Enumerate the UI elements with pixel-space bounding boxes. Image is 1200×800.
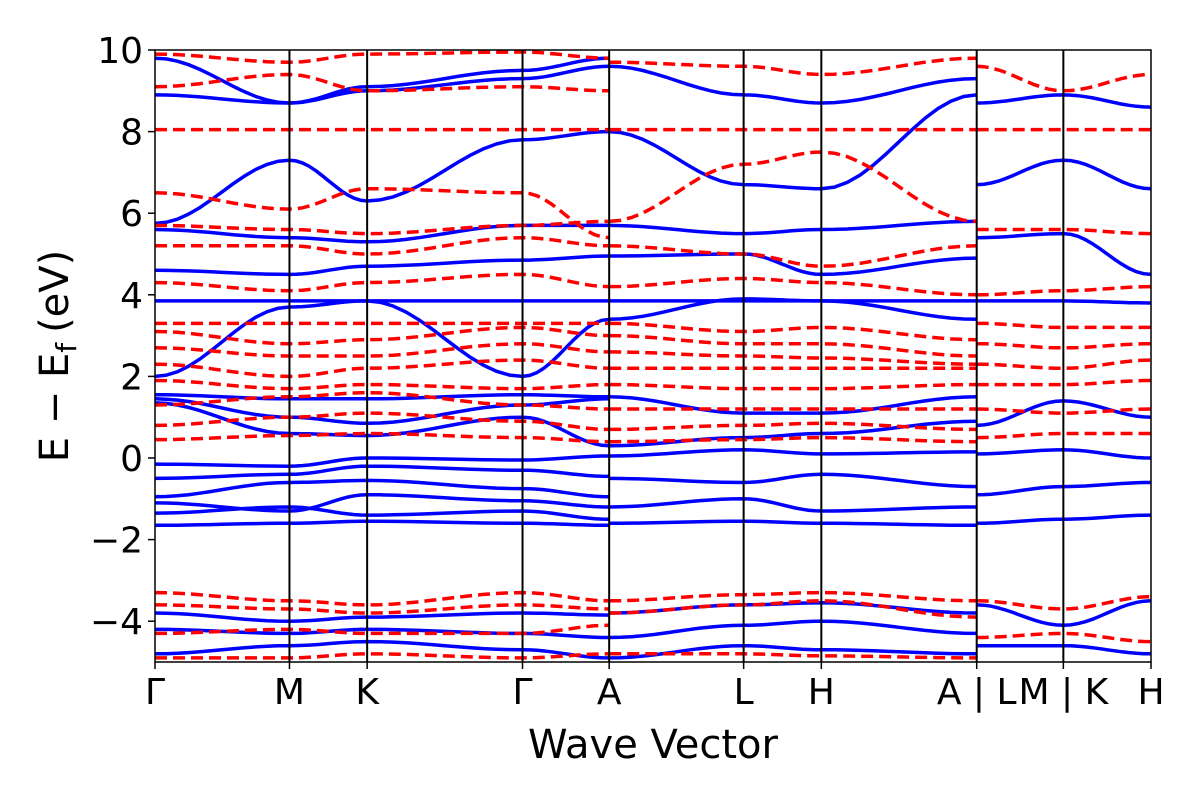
- band-line: [609, 619, 977, 640]
- y-axis-label-main: E − E: [32, 353, 78, 463]
- band-line: [155, 623, 610, 636]
- band-line: [609, 382, 977, 391]
- band-line: [155, 390, 610, 411]
- x-tick-label: A | L: [937, 672, 1017, 713]
- band-line: [155, 342, 610, 358]
- y-tick-label: 2: [120, 357, 143, 398]
- band-line: [609, 93, 977, 191]
- band-line: [155, 378, 610, 391]
- band-line: [155, 411, 610, 432]
- band-line: [609, 590, 977, 603]
- band-line: [609, 421, 977, 432]
- band-line: [609, 276, 977, 297]
- band-line: [609, 435, 977, 444]
- band-line: [609, 219, 977, 236]
- y-tick-label: −4: [90, 602, 143, 643]
- x-tick-label: A: [597, 672, 622, 713]
- band-line: [155, 129, 610, 226]
- band-line: [609, 64, 977, 105]
- band-line: [155, 590, 610, 607]
- kpoint-lines: [288, 50, 1065, 662]
- x-tick-label: K: [355, 672, 380, 713]
- band-line: [609, 333, 977, 358]
- band-line: [609, 150, 977, 224]
- band-line: [155, 652, 610, 660]
- x-tick-label: Γ: [145, 672, 165, 713]
- band-line: [976, 284, 1151, 297]
- band-line: [155, 431, 610, 444]
- band-line: [155, 492, 610, 513]
- band-line: [155, 254, 610, 277]
- band-line: [155, 56, 610, 105]
- band-line: [609, 395, 977, 415]
- band-line: [609, 472, 977, 489]
- y-tick-label: 0: [120, 439, 143, 480]
- band-line: [976, 407, 1151, 415]
- band-line: [155, 519, 610, 528]
- band-line: [155, 72, 610, 93]
- x-tick-label: H: [808, 672, 835, 713]
- band-line: [976, 631, 1151, 644]
- band-line: [609, 497, 977, 513]
- band-line: [155, 219, 610, 236]
- y-axis: −4 −2 0 2 4 6 8 10: [90, 31, 155, 643]
- band-line: [155, 358, 610, 379]
- band-line: [155, 464, 610, 481]
- band-line: [976, 431, 1151, 440]
- x-tick-label: L: [734, 672, 754, 713]
- bands-layer: [155, 50, 1151, 660]
- band-line: [976, 594, 1151, 611]
- band-line: [155, 393, 610, 401]
- band-line: [609, 350, 977, 366]
- y-tick-label: 8: [120, 113, 143, 154]
- x-tick-label: M | K: [1019, 672, 1110, 713]
- y-tick-label: 6: [120, 194, 143, 235]
- band-line: [609, 244, 977, 268]
- band-line: [155, 50, 610, 64]
- dashed-bands: [155, 50, 1151, 660]
- band-line: [609, 56, 977, 77]
- band-line: [609, 652, 977, 660]
- band-line: [155, 603, 610, 615]
- y-tick-label: −2: [90, 521, 143, 562]
- band-line: [155, 235, 610, 256]
- x-tick-label: M: [274, 672, 305, 713]
- y-axis-label: E − Ef (eV): [32, 250, 83, 463]
- band-line: [609, 599, 977, 619]
- band-line: [155, 186, 610, 240]
- plot-frame: [154, 49, 1152, 663]
- x-tick-label: Γ: [512, 672, 532, 713]
- y-tick-label: 4: [120, 276, 143, 317]
- solid-bands: [155, 56, 1151, 660]
- band-line: [976, 321, 1151, 330]
- band-line: [609, 448, 977, 458]
- band-line: [976, 358, 1151, 370]
- band-line: [976, 227, 1151, 236]
- band-line: [155, 325, 610, 346]
- x-axis-label: Wave Vector: [528, 722, 779, 768]
- band-line: [609, 252, 977, 277]
- y-tick-label: 10: [97, 31, 143, 72]
- band-line: [609, 643, 977, 660]
- y-axis-label-unit: (eV): [32, 250, 78, 333]
- band-line: [609, 519, 977, 528]
- band-line: [155, 272, 610, 293]
- band-line: [609, 321, 977, 342]
- y-axis-label-subscript: f: [50, 342, 83, 353]
- band-line: [976, 342, 1151, 350]
- x-tick-label: H: [1137, 672, 1164, 713]
- band-line: [976, 378, 1151, 387]
